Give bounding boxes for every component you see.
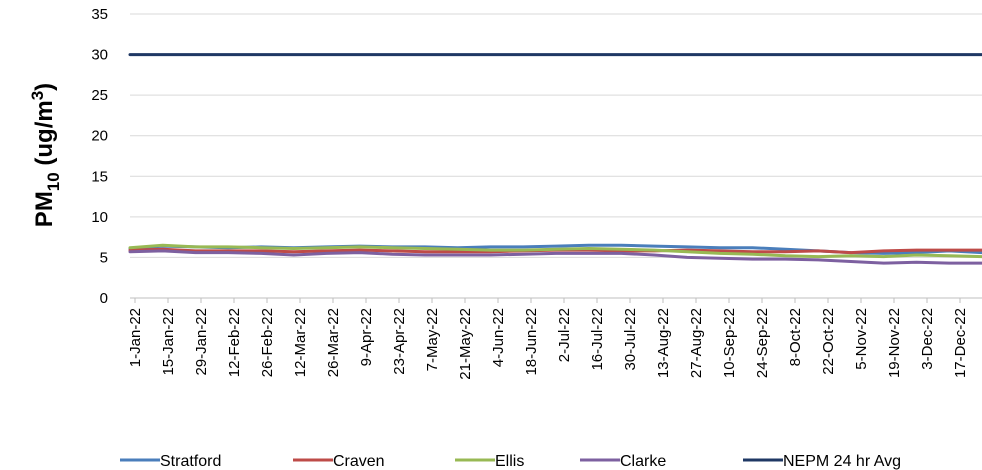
x-tick-label: 30-Jul-22 (622, 308, 639, 371)
x-tick-label: 1-Jan-22 (127, 308, 144, 367)
y-tick-label: 10 (91, 209, 108, 226)
x-tick-label: 12-Mar-22 (292, 308, 309, 377)
gridlines (130, 13, 982, 258)
y-axis-title-sub: 10 (44, 172, 63, 191)
x-tick-label: 7-May-22 (424, 308, 441, 371)
series-line-clarke (128, 249, 982, 265)
legend-label-craven: Craven (333, 453, 385, 470)
x-tick-label: 2-Jul-22 (556, 308, 573, 362)
y-tick-label: 15 (91, 168, 108, 185)
y-axis-title-close: ) (31, 83, 58, 91)
y-axis-title-rest: (ug/m (31, 100, 58, 172)
x-tick-label: 17-Dec-22 (952, 308, 969, 378)
x-tick-label: 18-Jun-22 (523, 308, 540, 376)
x-tick-label: 29-Jan-22 (193, 308, 210, 376)
x-tick-label: 4-Jun-22 (490, 308, 507, 367)
x-tick-label: 5-Nov-22 (853, 308, 870, 370)
y-tick-label: 20 (91, 128, 108, 145)
x-tick-label: 27-Aug-22 (688, 308, 705, 378)
y-tick-label: 5 (100, 249, 108, 266)
plot-area (128, 53, 982, 265)
legend-label-ellis: Ellis (495, 453, 524, 470)
y-axis-title-main: PM (31, 191, 58, 227)
legend-label-clarke: Clarke (620, 453, 666, 470)
y-axis: 0 5 10 15 20 25 30 35 (91, 6, 108, 307)
legend-label-stratford: Stratford (160, 453, 221, 470)
x-tick-label: 26-Feb-22 (259, 308, 276, 377)
x-tick-label: 16-Jul-22 (589, 308, 606, 371)
y-tick-label: 25 (91, 87, 108, 104)
x-tick-label: 3-Dec-22 (919, 308, 936, 370)
legend: Stratford Craven Ellis Clarke NEPM 24 hr Avg (120, 453, 901, 470)
x-tick-label: 15-Jan-22 (160, 308, 177, 376)
y-axis-title-sup: 3 (28, 91, 47, 100)
x-tick-label: 8-Oct-22 (787, 308, 804, 366)
x-tick-label: 22-Oct-22 (820, 308, 837, 375)
x-tick-label: 24-Sep-22 (754, 308, 771, 378)
x-axis: 1-Jan-22 15-Jan-22 29-Jan-22 12-Feb-22 26-Fe… (127, 297, 982, 380)
x-tick-label: 19-Nov-22 (886, 308, 903, 378)
x-tick-label: 13-Aug-22 (655, 308, 672, 378)
x-tick-label: 12-Feb-22 (226, 308, 243, 377)
y-tick-label: 0 (100, 290, 108, 307)
y-axis-title: PM10 (ug/m3) (28, 83, 63, 227)
x-tick-label: 23-Apr-22 (391, 308, 408, 375)
y-tick-label: 30 (91, 47, 108, 64)
x-tick-label: 26-Mar-22 (325, 308, 342, 377)
y-tick-label: 35 (91, 6, 108, 23)
x-tick-label: 10-Sep-22 (721, 308, 738, 378)
x-tick-label: 9-Apr-22 (358, 308, 375, 366)
series-line-ellis (128, 243, 982, 259)
x-tick-label: 21-May-22 (457, 308, 474, 380)
legend-label-nepm-24-hr-avg: NEPM 24 hr Avg (783, 453, 901, 470)
